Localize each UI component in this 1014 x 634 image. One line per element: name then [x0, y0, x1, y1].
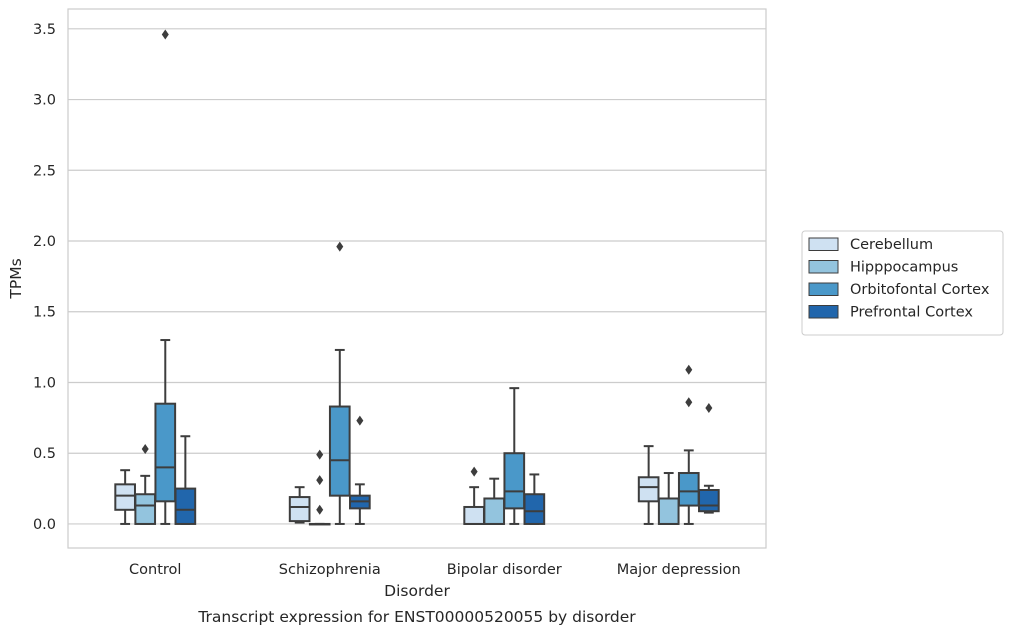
legend-label: Cerebellum: [850, 237, 933, 253]
legend-swatch: [808, 260, 839, 274]
box-1: [114, 469, 136, 525]
box-iqr: [503, 452, 526, 510]
plot-area-frame: [67, 8, 767, 549]
outlier-point: [316, 504, 324, 515]
x-axis-label: Disorder: [384, 582, 450, 600]
outlier-point: [685, 397, 693, 408]
gridlines: [68, 28, 766, 525]
box-iqr: [523, 493, 546, 525]
box-1: [288, 486, 311, 524]
box-iqr: [174, 487, 197, 525]
legend-swatch: [808, 282, 839, 296]
box-iqr: [328, 405, 351, 497]
outlier-point: [705, 402, 713, 413]
box-iqr: [114, 483, 136, 511]
outlier-point: [316, 475, 324, 486]
outlier-point: [316, 449, 324, 460]
box-3: [677, 364, 700, 525]
outlier-point: [685, 364, 693, 375]
box-3: [503, 387, 526, 525]
legend-swatch: [808, 237, 839, 251]
x-tick-label: Major depression: [617, 562, 741, 578]
box-3: [328, 241, 351, 525]
legend-label: Prefrontal Cortex: [850, 305, 973, 321]
y-tick-label: 0.0: [33, 517, 56, 533]
outlier-point: [470, 466, 478, 477]
x-tick-label: Control: [129, 562, 181, 578]
legend-label: Orbitofontal Cortex: [850, 282, 990, 298]
y-axis-label: TPMs: [7, 258, 25, 299]
x-axis-ticks: Control Schizophrenia Bipolar disorder Majo…: [129, 562, 741, 578]
box-3: [154, 29, 177, 525]
outlier-point: [161, 29, 169, 40]
box-1: [463, 466, 485, 525]
box-1: [637, 445, 660, 525]
box-4: [349, 415, 371, 525]
box-4: [523, 473, 546, 525]
outlier-point: [356, 415, 364, 426]
y-tick-label: 2.0: [33, 234, 56, 250]
outlier-point: [336, 241, 344, 252]
y-tick-label: 2.5: [33, 163, 56, 179]
box-2: [657, 472, 680, 525]
box-iqr: [698, 488, 720, 513]
box-2: [308, 449, 331, 526]
box-2: [134, 443, 157, 525]
box-4: [174, 435, 197, 525]
y-tick-label: 1.5: [33, 305, 56, 321]
box-iqr: [134, 493, 157, 525]
box-iqr: [657, 497, 680, 525]
box-iqr: [637, 476, 660, 503]
legend-label: Hipppocampus: [850, 260, 958, 276]
outlier-point: [141, 443, 149, 454]
legend: Cerebellum Hipppocampus Orbitofontal Corte…: [801, 230, 1004, 336]
y-tick-label: 1.0: [33, 375, 56, 391]
box-iqr: [154, 402, 177, 503]
box-iqr: [288, 496, 311, 523]
box-4: [698, 402, 720, 514]
box-iqr: [677, 472, 700, 507]
y-tick-label: 3.0: [33, 93, 56, 109]
box-2: [483, 477, 506, 525]
legend-swatch: [808, 305, 839, 319]
y-axis-ticks: 0.0 0.5 1.0 1.5 2.0 2.5 3.0 3.5: [33, 22, 56, 533]
box-iqr: [463, 505, 485, 525]
x-tick-label: Schizophrenia: [279, 562, 381, 578]
legend-frame: [801, 230, 1004, 336]
y-tick-label: 0.5: [33, 446, 56, 462]
chart-title: Transcript expression for ENST0000052005…: [197, 608, 636, 626]
x-tick-label: Bipolar disorder: [447, 562, 562, 578]
y-tick-label: 3.5: [33, 22, 56, 38]
boxes: [114, 29, 720, 526]
box-iqr: [483, 497, 506, 525]
